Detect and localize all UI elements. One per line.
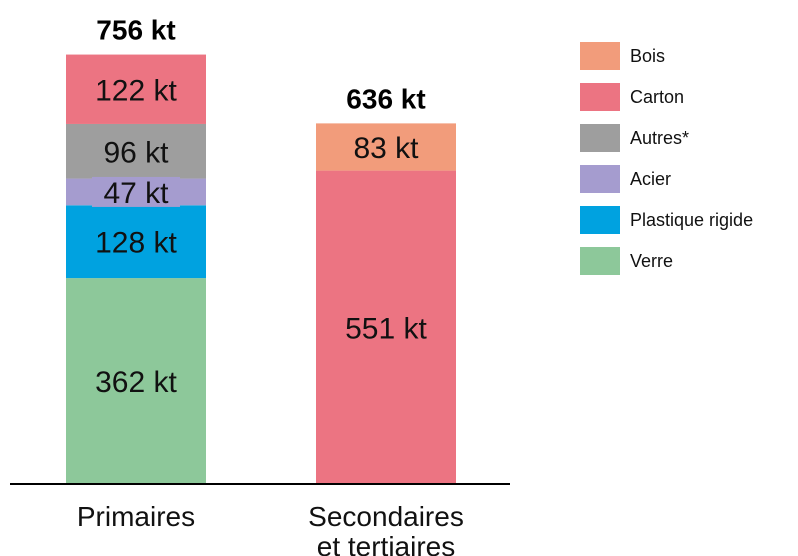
legend-label-carton: Carton xyxy=(630,87,684,107)
legend-swatch-plastique-rigide xyxy=(580,206,620,234)
bars-layer xyxy=(66,54,456,484)
legend: Bois Carton Autres* Acier Plastique rigide Ve… xyxy=(580,42,753,275)
legend-label-plastique-rigide: Plastique rigide xyxy=(630,210,753,230)
category-label-1-line-0: Secondaires xyxy=(308,501,464,532)
bar-segment-bois-1 xyxy=(316,123,456,171)
segment-label-autres-0: 96 kt xyxy=(103,136,169,169)
segment-label-carton-1: 551 kt xyxy=(345,312,427,345)
total-label-1: 636 kt xyxy=(346,83,425,114)
totals-layer: 756 kt 636 kt xyxy=(96,15,425,115)
legend-swatch-bois xyxy=(580,42,620,70)
legend-swatch-verre xyxy=(580,247,620,275)
total-label-0: 756 kt xyxy=(96,15,175,46)
legend-swatch-carton xyxy=(580,83,620,111)
legend-label-bois: Bois xyxy=(630,46,665,66)
legend-label-acier: Acier xyxy=(630,169,671,189)
bar-segment-carton-1 xyxy=(316,170,456,484)
bar-segment-carton-0 xyxy=(66,54,206,124)
segment-label-carton-0: 122 kt xyxy=(95,74,177,107)
legend-label-verre: Verre xyxy=(630,251,673,271)
segment-label-verre-0: 362 kt xyxy=(95,366,177,399)
segment-label-acier-0: 47 kt xyxy=(103,177,169,210)
legend-label-autres: Autres* xyxy=(630,128,689,148)
legend-swatch-acier xyxy=(580,165,620,193)
segment-label-bois-1: 83 kt xyxy=(353,132,419,165)
bar-segment-autres-0 xyxy=(66,123,206,179)
legend-swatch-autres xyxy=(580,124,620,152)
segment-label-plastique-rigide-0: 128 kt xyxy=(95,227,177,260)
segment-labels-layer: 362 kt 128 kt 47 kt 96 kt 122 kt 551 kt 83 kt xyxy=(92,74,428,399)
bar-segment-verre-0 xyxy=(66,278,206,484)
bar-segment-plastique-rigide-0 xyxy=(66,205,206,279)
category-label-0-line-0: Primaires xyxy=(77,501,195,532)
segment-label-backdrop-acier-0 xyxy=(92,176,180,207)
category-label-1-line-1: et tertiaires xyxy=(317,531,456,556)
